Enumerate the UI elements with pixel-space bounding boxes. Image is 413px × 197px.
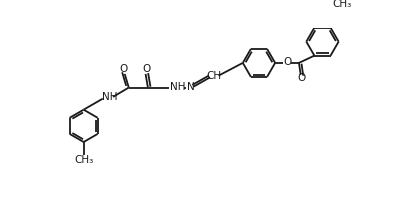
- Text: O: O: [142, 64, 150, 74]
- Text: O: O: [297, 73, 305, 83]
- Text: NH: NH: [102, 92, 117, 102]
- Text: N: N: [187, 82, 194, 92]
- Text: O: O: [282, 57, 290, 67]
- Text: CH: CH: [206, 71, 221, 81]
- Text: NH: NH: [169, 82, 185, 92]
- Text: O: O: [119, 64, 127, 74]
- Text: CH₃: CH₃: [74, 154, 93, 164]
- Text: CH₃: CH₃: [332, 0, 351, 9]
